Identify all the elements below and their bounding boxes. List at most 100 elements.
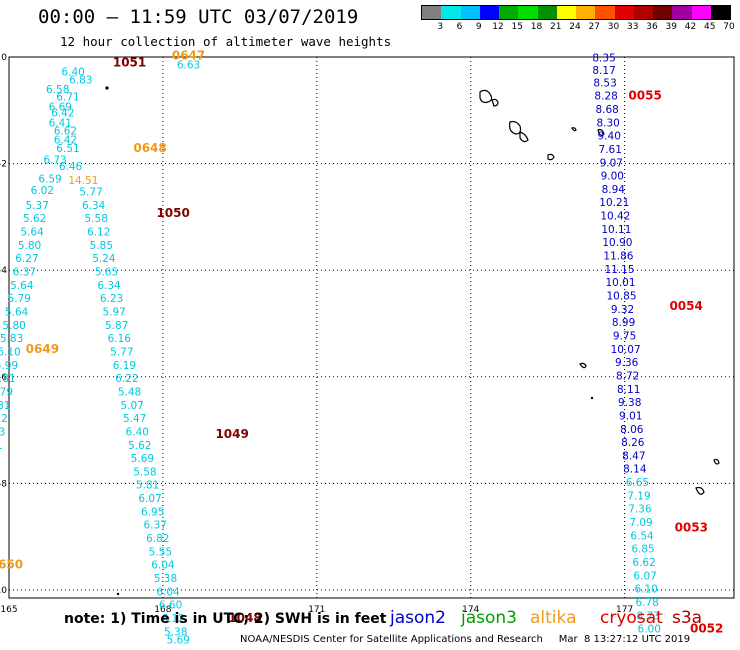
wave-height-value: 10.90 bbox=[602, 237, 632, 249]
wave-height-value: 8.17 bbox=[592, 65, 615, 77]
legend-label: 27 bbox=[588, 22, 600, 32]
wave-height-value: 9.40 bbox=[598, 131, 621, 143]
wave-height-value: 10.42 bbox=[600, 211, 630, 223]
legend-label: 70 bbox=[723, 22, 735, 32]
wave-height-value: 6.41 bbox=[49, 117, 72, 129]
wave-height-value: 5.79 bbox=[0, 386, 13, 398]
legend-swatch bbox=[710, 6, 730, 19]
legend-swatch bbox=[479, 6, 499, 19]
wave-height-value: 6.69 bbox=[49, 101, 72, 113]
wave-height-value: 5.97 bbox=[102, 307, 125, 319]
wave-height-value: 6.34 bbox=[82, 200, 106, 212]
wave-height-value: 6.40 bbox=[126, 426, 149, 438]
legend-label: 6 bbox=[456, 22, 463, 32]
legend-label: 39 bbox=[665, 22, 677, 32]
y-tick-label: -8 bbox=[0, 479, 7, 489]
wave-height-value: 6.00 bbox=[638, 624, 661, 636]
wave-height-value: 8.99 bbox=[612, 317, 635, 329]
wave-height-value: 9.00 bbox=[601, 171, 624, 183]
wave-height-value: 5.87 bbox=[105, 320, 128, 332]
y-tick-label: 0 bbox=[1, 53, 7, 63]
legend-label: 30 bbox=[607, 22, 620, 32]
legend-swatch bbox=[499, 6, 519, 19]
wave-height-value: 5.77 bbox=[110, 346, 133, 358]
wave-height-value: 10.11 bbox=[601, 224, 631, 236]
wave-height-value: 8.11 bbox=[617, 384, 640, 396]
wave-height-value: 6.37 bbox=[144, 520, 167, 532]
wave-height-value: 5.85 bbox=[90, 240, 113, 252]
wave-height-value: 5.64 bbox=[10, 280, 34, 292]
wave-height-value: 8.94 bbox=[602, 184, 626, 196]
page-subtitle: 12 hour collection of altimeter wave hei… bbox=[60, 34, 392, 49]
legend-swatch bbox=[595, 6, 615, 19]
island-outline bbox=[579, 362, 587, 369]
legend-label: 9 bbox=[475, 22, 482, 32]
wave-height-value: 6.82 bbox=[146, 533, 169, 545]
pass-time-label: 1051 bbox=[113, 56, 146, 70]
wave-height-value: 5.64 bbox=[5, 307, 29, 319]
island-outline bbox=[713, 458, 720, 465]
wave-height-value: 10.85 bbox=[606, 291, 636, 303]
pass-time-label: 0055 bbox=[628, 89, 661, 103]
island-outline bbox=[509, 120, 522, 135]
wave-height-value: 7.09 bbox=[629, 517, 652, 529]
wave-height-value: 5.58 bbox=[133, 466, 156, 478]
legend-swatch bbox=[672, 6, 692, 19]
wave-height-value: 5.83 bbox=[0, 426, 5, 438]
wave-height-value: 5.62 bbox=[128, 440, 151, 452]
wave-height-value: 5.48 bbox=[118, 386, 141, 398]
wave-height-value: 5.38 bbox=[164, 626, 187, 638]
wave-height-value: 8.26 bbox=[621, 437, 645, 449]
credit-line: NOAA/NESDIS Center for Satellite Applica… bbox=[240, 634, 691, 645]
wave-height-value: 10.07 bbox=[611, 344, 641, 356]
legend-swatch bbox=[614, 6, 634, 19]
wave-height-value: 8.68 bbox=[595, 104, 618, 116]
wave-height-value: 5.58 bbox=[85, 213, 108, 225]
wave-height-value: 10.01 bbox=[605, 277, 635, 289]
wave-height-value: 6.73 bbox=[43, 155, 66, 167]
legend-swatch bbox=[653, 6, 673, 19]
wave-height-value: 5.80 bbox=[2, 320, 25, 332]
wave-height-value: 11.15 bbox=[604, 264, 634, 276]
island-outline bbox=[547, 153, 555, 161]
page-title: 00:00 – 11:59 UTC 03/07/2019 bbox=[38, 6, 359, 28]
wave-height-value: 8.47 bbox=[622, 450, 645, 462]
wave-height-value: 5.81 bbox=[0, 373, 16, 385]
satellite-label-altika: altika bbox=[530, 608, 577, 628]
legend-swatch bbox=[460, 6, 480, 19]
island-outline bbox=[597, 128, 605, 136]
legend-swatch bbox=[633, 6, 653, 19]
island-outline bbox=[571, 127, 577, 132]
wave-height-value: 6.23 bbox=[100, 293, 123, 305]
pass-time-label: 1050 bbox=[156, 206, 189, 220]
wave-height-value: 5.69 bbox=[167, 634, 190, 646]
wave-height-value: 6.65 bbox=[626, 477, 649, 489]
wave-height-value: 6.10 bbox=[0, 346, 21, 358]
wave-height-value: 6.04 bbox=[156, 586, 180, 598]
y-tick-label: -4 bbox=[0, 266, 7, 276]
wave-height-value: 5.81 bbox=[0, 400, 10, 412]
wave-height-value: 6.40 bbox=[61, 67, 84, 79]
wave-height-value: 6.63 bbox=[177, 60, 200, 72]
wave-height-value: 6.85 bbox=[631, 544, 654, 556]
color-scale-legend bbox=[421, 5, 731, 20]
legend-label: 24 bbox=[569, 22, 581, 32]
wave-height-value: 5.65 bbox=[95, 267, 118, 279]
wave-height-value: 11.86 bbox=[603, 251, 633, 263]
pass-time-label: 0052 bbox=[690, 622, 723, 636]
satellite-label-s3a: s3a bbox=[672, 608, 703, 628]
x-tick-label: 177 bbox=[616, 605, 633, 615]
wave-height-value: 6.58 bbox=[46, 84, 69, 96]
wave-height-value: 9.75 bbox=[613, 330, 636, 342]
wave-height-value: 8.72 bbox=[616, 370, 639, 382]
island-dot bbox=[590, 396, 594, 400]
legend-label: 18 bbox=[530, 22, 543, 32]
wave-height-value: 9.01 bbox=[619, 410, 642, 422]
wave-height-value: 6.16 bbox=[108, 333, 132, 345]
island-dot bbox=[105, 86, 109, 90]
pass-time-label: 0649 bbox=[26, 342, 59, 356]
wave-height-value: 6.59 bbox=[38, 173, 61, 185]
legend-label: 15 bbox=[511, 22, 523, 32]
pass-time-label: 0648 bbox=[133, 141, 166, 155]
